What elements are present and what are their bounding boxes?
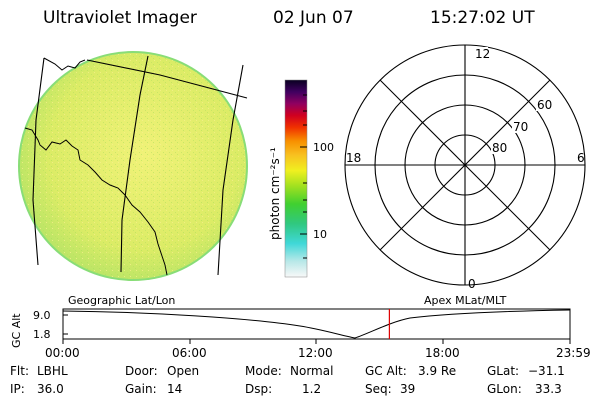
lat-label-80: 80 <box>492 141 507 155</box>
mlt-label-12: 12 <box>475 47 490 61</box>
dsp-value: 1.2 <box>302 382 322 396</box>
glat-value: −31.1 <box>528 364 565 378</box>
alt-tick-9: 9.0 <box>33 309 51 322</box>
polar-plot <box>344 44 586 286</box>
alt-tick-1-8: 1.8 <box>33 328 51 341</box>
altitude-plot: 9.0 1.8 GC Alt 00:00 06:00 12:00 18:00 2… <box>10 308 591 360</box>
time-label: 15:27:02 UT <box>430 8 535 28</box>
glon-value: 33.3 <box>535 382 562 396</box>
colorbar-tick-100: 100 <box>313 141 334 154</box>
seq-value: 39 <box>400 382 416 396</box>
ip-label: IP: <box>10 382 25 396</box>
x-tick-1800: 18:00 <box>425 346 460 360</box>
gain-value: 14 <box>167 382 183 396</box>
colorbar-tick-10: 10 <box>313 228 327 241</box>
colorbar: 100 10 photon cm⁻²s⁻¹ <box>268 79 334 278</box>
x-tick-2359: 23:59 <box>556 346 591 360</box>
flt-value: LBHL <box>37 364 68 378</box>
flt-label: Flt: <box>10 364 29 378</box>
seq-label: Seq: <box>365 382 392 396</box>
x-tick-0600: 06:00 <box>172 346 207 360</box>
door-value: Open <box>167 364 200 378</box>
app-title: Ultraviolet Imager <box>43 8 197 28</box>
mlt-label-18: 18 <box>346 151 361 165</box>
geographic-grid <box>32 55 248 276</box>
mode-value: Normal <box>290 364 334 378</box>
door-label: Door: <box>125 364 158 378</box>
gcalt-label: GC Alt: <box>365 364 407 378</box>
x-tick-1200: 12:00 <box>298 346 333 360</box>
ip-value: 36.0 <box>37 382 64 396</box>
earth-image <box>18 51 248 281</box>
alt-axis-label: GC Alt <box>10 313 23 348</box>
gcalt-value: 3.9 Re <box>418 364 457 378</box>
polar-labels: 12 18 6 0 60 70 80 <box>346 47 585 291</box>
mlt-label-6: 6 <box>577 151 585 165</box>
mode-label: Mode: <box>245 364 282 378</box>
gain-label: Gain: <box>125 382 157 396</box>
apex-label: Apex MLat/MLT <box>424 294 507 307</box>
colorbar-unit-label: photon cm⁻²s⁻¹ <box>268 147 282 240</box>
dsp-label: Dsp: <box>245 382 273 396</box>
lat-label-60: 60 <box>537 98 552 112</box>
date-label: 02 Jun 07 <box>273 8 354 28</box>
altitude-curve <box>62 309 571 339</box>
x-tick-0000: 00:00 <box>45 346 80 360</box>
lat-label-70: 70 <box>513 120 528 134</box>
glat-label: GLat: <box>487 364 520 378</box>
glon-label: GLon: <box>487 382 522 396</box>
mlt-label-0: 0 <box>468 277 476 291</box>
geographic-label: Geographic Lat/Lon <box>68 294 175 307</box>
coastline <box>24 57 168 276</box>
